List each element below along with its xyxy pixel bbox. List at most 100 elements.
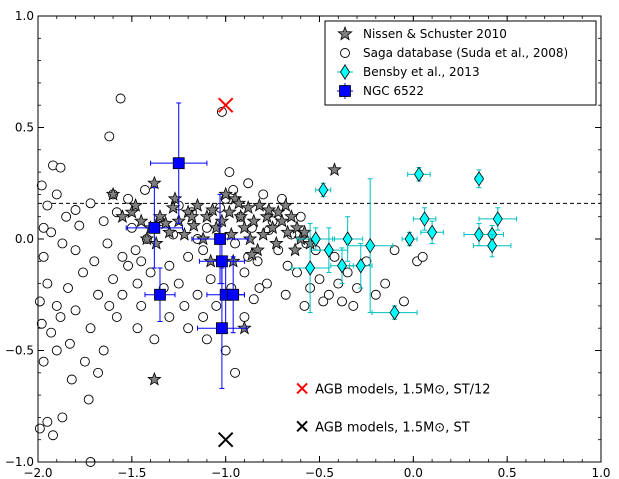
saga-point (183, 251, 194, 262)
saga-point (93, 289, 104, 300)
saga-point (34, 423, 45, 434)
saga-point (85, 198, 96, 209)
nissen-point (128, 197, 143, 212)
saga-point (230, 367, 241, 378)
ngc-point (227, 288, 240, 301)
nissen-point (293, 231, 309, 246)
nissen-point (167, 191, 183, 206)
agb-label-1: AGB models, 1.5M⊙, ST (315, 420, 470, 435)
bensby-point (487, 237, 498, 254)
bensby-point (474, 226, 484, 243)
nissen-point (255, 226, 271, 241)
nissen-point (240, 200, 256, 214)
nissen-point (177, 226, 192, 241)
nissen-point (139, 231, 155, 246)
y-tick-label: −1.0 (5, 455, 34, 469)
saga-point (98, 345, 109, 356)
saga-point (399, 296, 409, 307)
annotations-group: AGB models, 1.5M⊙, ST/12 AGB models, 1.5M… (217, 97, 491, 448)
agb-label-marker-0 (296, 382, 308, 395)
saga-point (262, 278, 272, 289)
saga-point (57, 238, 68, 249)
bensby-point (404, 231, 415, 247)
nissen-point (214, 213, 230, 228)
saga-point (104, 300, 115, 311)
nissen-point (186, 217, 201, 232)
nissen-point (246, 213, 262, 228)
nissen-point (280, 224, 295, 239)
saga-point (201, 334, 212, 345)
y-tick-label: 0.0 (15, 232, 34, 246)
saga-point (370, 289, 381, 300)
saga-point (243, 178, 254, 189)
saga-point (66, 374, 77, 385)
legend: Nissen & Schuster 2010 Saga database (Sud… (324, 20, 597, 106)
saga-point (254, 283, 265, 294)
saga-point (48, 430, 58, 441)
bensby-point (365, 237, 376, 254)
bensby-point (318, 182, 329, 198)
saga-point (380, 278, 391, 289)
saga-point (42, 416, 53, 427)
saga-point (230, 238, 241, 249)
bensby-point (389, 304, 400, 321)
nissen-point (205, 202, 220, 217)
nissen-point (152, 209, 168, 223)
axis-ticks: −2.0 −1.5 −1.0 −0.5 0.0 0.5 1.0 −1.0 −0.5 0.0 0.5 1… (5, 9, 611, 479)
saga-point (224, 167, 235, 178)
nissen-point (287, 242, 303, 257)
saga-point (70, 305, 81, 316)
ngc-point (216, 255, 228, 268)
x-tick-label: 0.5 (498, 466, 517, 479)
nissen-point (148, 235, 164, 250)
saga-point (42, 278, 53, 289)
saga-point (201, 222, 212, 233)
legend-label: Nissen & Schuster 2010 (363, 27, 507, 41)
saga-point (70, 205, 81, 215)
x-tick-label: −1.5 (117, 466, 146, 479)
nissen-point (147, 371, 162, 386)
ngc-point (216, 322, 228, 335)
saga-point (299, 300, 310, 311)
nissen-point (242, 231, 258, 246)
saga-point (318, 296, 329, 307)
saga-point (102, 238, 113, 249)
saga-point (337, 296, 347, 307)
saga-point (211, 300, 222, 311)
saga-point (216, 106, 227, 117)
saga-point (295, 211, 306, 222)
saga-point (239, 267, 250, 278)
ngc-point (172, 157, 185, 170)
legend-label: Saga database (Suda et al., 2008) (363, 46, 568, 60)
saga-point (173, 278, 184, 289)
bensby-point (355, 258, 366, 274)
saga-point (192, 289, 203, 300)
x-tick-label: −0.5 (305, 466, 334, 479)
saga-point (323, 289, 334, 300)
nissen-point (218, 186, 233, 201)
nissen-point (274, 213, 290, 228)
saga-point (220, 345, 231, 356)
bensby-point (427, 224, 438, 241)
saga-point (70, 245, 81, 256)
saga-point (136, 256, 147, 267)
agb-marker-1 (217, 431, 234, 448)
saga-point (115, 93, 126, 104)
y-tick-label: −0.5 (5, 344, 34, 358)
bensby-point (323, 242, 334, 258)
legend-star-icon (337, 25, 353, 41)
saga-point (98, 216, 109, 227)
saga-point (79, 356, 90, 367)
saga-point (149, 334, 160, 345)
bensby-point (305, 260, 316, 276)
saga-point (164, 312, 175, 322)
nissen-point (115, 209, 130, 223)
saga-point (417, 251, 428, 262)
saga-point (93, 367, 104, 378)
saga-point (78, 267, 88, 278)
nissen-point (209, 220, 224, 235)
nissen-point (133, 213, 149, 228)
legend-label: NGC 6522 (363, 84, 424, 98)
nissen-point (252, 197, 267, 212)
saga-point (108, 274, 119, 285)
